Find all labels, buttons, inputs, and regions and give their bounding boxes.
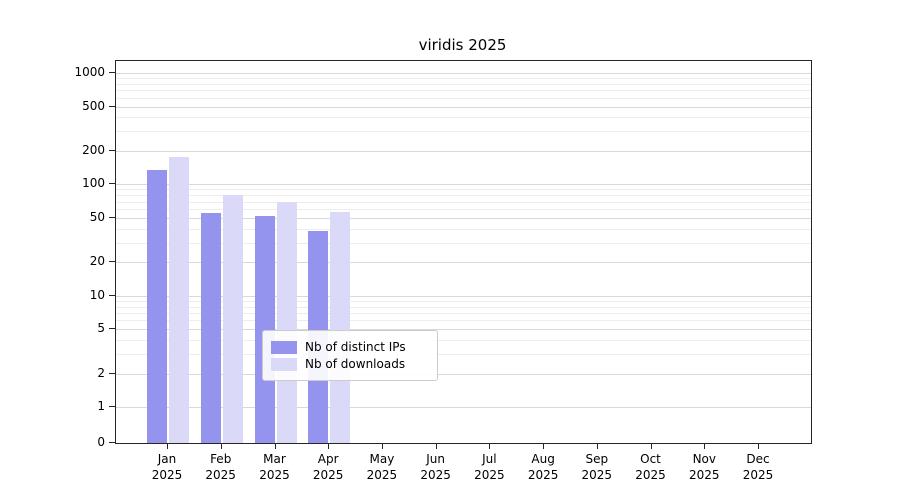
y-tick-mark [109, 216, 115, 218]
y-tick-label: 50 [89, 209, 105, 224]
y-tick-mark [109, 261, 115, 263]
gridline-minor [116, 97, 811, 99]
gridline-major [116, 407, 811, 408]
bar-distinct-ips [254, 216, 275, 443]
gridline-minor [116, 209, 811, 210]
y-tick-mark [109, 105, 115, 107]
gridline-major [116, 150, 811, 152]
y-tick-label: 0 [97, 435, 105, 449]
x-tick-mark [758, 443, 759, 449]
x-tick-mark [274, 443, 276, 449]
x-tick-label: Jan 2025 [151, 452, 183, 482]
x-tick-label: Nov 2025 [689, 452, 720, 482]
gridline-major [116, 106, 811, 108]
gridline-minor [116, 195, 811, 197]
bar-downloads [169, 157, 189, 443]
legend: Nb of distinct IPs Nb of downloads [262, 330, 438, 381]
gridline-minor [116, 300, 811, 302]
bar-distinct-ips [147, 169, 167, 443]
y-tick-label: 20 [89, 254, 105, 269]
x-tick-label: May 2025 [366, 452, 398, 482]
x-tick-label: Aug 2025 [527, 452, 559, 482]
gridline-major [116, 217, 811, 219]
gridline-minor [116, 189, 811, 191]
bar-downloads [276, 201, 297, 443]
x-tick-label: Feb 2025 [205, 452, 236, 482]
x-tick-mark [220, 443, 222, 449]
y-tick-mark [109, 183, 115, 185]
x-tick-mark [167, 443, 168, 449]
chart-title: viridis 2025 [418, 36, 507, 54]
y-tick-label: 200 [82, 142, 105, 157]
gridline-major [116, 262, 811, 264]
x-tick-mark [435, 443, 437, 449]
y-tick-label: 100 [82, 176, 105, 191]
y-tick-label: 10 [89, 287, 105, 302]
x-tick-mark [328, 443, 330, 449]
legend-label-downloads: Nb of downloads [305, 357, 406, 371]
x-tick-label: Sep 2025 [581, 452, 613, 482]
gridline-minor [116, 201, 811, 203]
gridline-minor [116, 83, 811, 85]
legend-item-downloads: Nb of downloads [271, 357, 429, 371]
gridline-minor [116, 320, 811, 322]
gridline-minor [116, 242, 811, 244]
y-tick-mark [109, 406, 115, 407]
gridline-major [116, 73, 811, 74]
gridline-minor [116, 117, 811, 119]
x-tick-label: Apr 2025 [312, 452, 344, 482]
gridline-minor [116, 306, 811, 308]
x-tick-label: Oct 2025 [635, 452, 666, 482]
gridline-minor [116, 340, 811, 341]
bar-downloads [222, 195, 243, 443]
gridline-minor [116, 228, 811, 230]
x-tick-label: Jun 2025 [420, 452, 451, 482]
y-tick-label: 1000 [74, 65, 105, 79]
legend-swatch-downloads [271, 357, 297, 371]
plot-area [115, 60, 812, 444]
gridline-major [116, 373, 811, 375]
x-tick-mark [489, 443, 491, 449]
gridline-minor [116, 90, 811, 92]
bar-downloads [330, 211, 351, 443]
x-tick-mark [596, 443, 598, 449]
gridline-major [116, 329, 811, 331]
x-tick-mark [704, 443, 706, 449]
y-tick-label: 2 [97, 365, 105, 380]
x-tick-mark [543, 443, 545, 449]
legend-label-distinct-ips: Nb of distinct IPs [305, 340, 406, 354]
x-tick-label: Dec 2025 [742, 452, 774, 482]
gridline-minor [116, 312, 811, 314]
legend-item-distinct-ips: Nb of distinct IPs [271, 340, 429, 354]
y-tick-mark [109, 372, 115, 374]
y-tick-mark [109, 328, 115, 330]
y-tick-mark [109, 72, 115, 73]
x-tick-mark [381, 443, 383, 449]
gridline-minor [116, 78, 811, 80]
y-tick-label: 500 [82, 98, 105, 113]
gridline-major [116, 184, 811, 186]
x-tick-label: Jul 2025 [474, 452, 505, 482]
gridline-major [116, 295, 811, 297]
x-tick-label: Mar 2025 [259, 452, 290, 482]
legend-swatch-distinct-ips [271, 340, 297, 354]
y-tick-mark [109, 442, 115, 443]
y-tick-label: 1 [97, 399, 105, 413]
x-tick-mark [650, 443, 652, 449]
y-tick-mark [109, 294, 115, 296]
gridline-minor [116, 353, 811, 355]
y-tick-mark [109, 149, 115, 151]
y-tick-label: 5 [97, 321, 105, 336]
gridline-minor [116, 131, 811, 133]
bar-distinct-ips [200, 213, 221, 443]
